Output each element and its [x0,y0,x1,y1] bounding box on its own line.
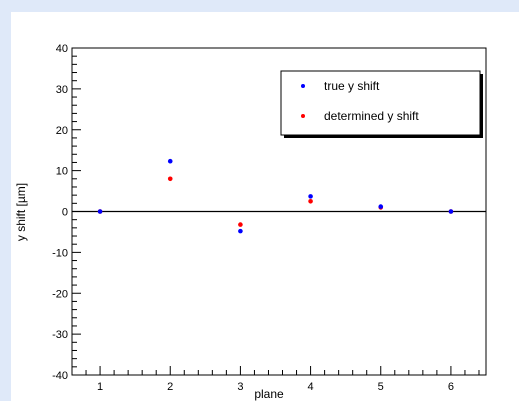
y-tick-labels: 40 30 20 10 0 -10 -20 -30 -40 [52,43,68,382]
axis-ticks [71,47,480,376]
true-y-shift-point [308,194,313,199]
y-tick-label: 30 [56,84,68,96]
y-tick-label: -10 [52,247,68,259]
determined-y-shift-point [167,176,173,182]
x-tick-label: 1 [97,381,103,393]
y-tick-label: -40 [52,370,68,382]
x-tick-label: 2 [167,381,173,393]
x-tick-label: 5 [378,381,384,393]
determined-y-shift-point [308,198,313,204]
determined-y-shift-point [238,222,243,227]
y-tick-label: 20 [56,125,68,137]
legend-marker-true-y-shift [301,84,305,88]
y-tick-label: -30 [52,329,68,341]
true-y-shift-point [448,209,454,214]
y-tick-label: 10 [56,166,68,178]
legend-label-true-y-shift: true y shift [324,79,380,93]
x-tick-labels: 1 2 3 4 5 6 [97,381,454,393]
y-tick-label: -20 [52,288,68,300]
y-axis-title: y shift [µm] [14,183,28,241]
true-y-shift-point [97,209,103,214]
legend: true y shift determined y shift [280,70,483,138]
y-tick-label: 0 [62,207,68,219]
true-y-shift-point [167,158,173,164]
x-axis-title: plane [254,387,284,401]
x-tick-label: 4 [308,381,314,393]
true-y-shift-point [238,228,243,234]
true-y-shift-point [378,204,384,209]
x-tick-label: 6 [448,381,454,393]
plot-canvas: 40 30 20 10 0 -10 -20 -30 -40 1 2 3 4 5 6 plane y shi… [11,12,519,401]
data-points [97,158,454,234]
x-tick-label: 3 [237,381,243,393]
y-tick-label: 40 [56,43,68,55]
legend-marker-determined-y-shift [301,114,305,118]
legend-label-determined-y-shift: determined y shift [324,109,419,123]
scatter-chart: 40 30 20 10 0 -10 -20 -30 -40 1 2 3 4 5 6 plane y shi… [14,43,487,401]
legend-box [280,70,481,136]
